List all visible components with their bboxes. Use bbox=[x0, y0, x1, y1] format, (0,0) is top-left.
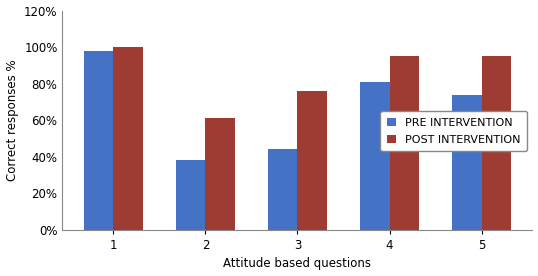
Bar bbox=[206, 118, 235, 230]
Bar bbox=[84, 51, 114, 230]
Bar bbox=[390, 56, 419, 230]
Y-axis label: Correct responses %: Correct responses % bbox=[5, 59, 18, 181]
Bar bbox=[114, 47, 143, 230]
Bar bbox=[176, 160, 206, 230]
Bar bbox=[360, 82, 390, 230]
Bar bbox=[298, 91, 327, 230]
X-axis label: Attitude based questions: Attitude based questions bbox=[223, 258, 371, 270]
Bar bbox=[268, 149, 298, 230]
Legend: PRE INTERVENTION, POST INTERVENTION: PRE INTERVENTION, POST INTERVENTION bbox=[380, 111, 527, 151]
Bar bbox=[452, 95, 482, 230]
Bar bbox=[482, 56, 511, 230]
